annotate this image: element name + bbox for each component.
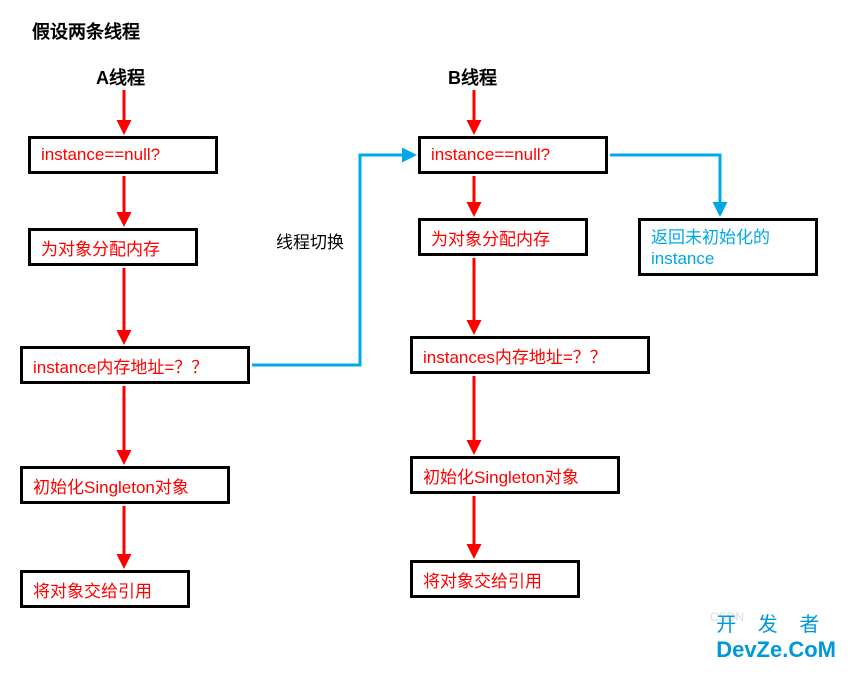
watermark-line2: DevZe.CoM	[716, 637, 836, 662]
b-node-init: 初始化Singleton对象	[410, 456, 620, 494]
watermark: 开 发 者 DevZe.CoM	[716, 614, 836, 662]
node-label: instances内存地址=？？	[423, 343, 607, 368]
watermark-line1: 开 发 者	[716, 614, 836, 637]
a-node-assign: 将对象交给引用	[20, 570, 190, 608]
node-label-line1: 返回未初始化的	[651, 227, 805, 248]
a-node-instance-null: instance==null?	[28, 136, 218, 174]
node-label: 为对象分配内存	[431, 225, 550, 250]
blue-edge-switch	[252, 155, 414, 365]
b-node-return-uninit: 返回未初始化的 instance	[638, 218, 818, 276]
a-node-alloc: 为对象分配内存	[28, 228, 198, 266]
node-label: 将对象交给引用	[33, 577, 152, 602]
b-node-alloc: 为对象分配内存	[418, 218, 588, 256]
diagram-title: 假设两条线程	[32, 18, 140, 44]
a-node-addr: instance内存地址=？？	[20, 346, 250, 384]
b-node-addr: instances内存地址=？？	[410, 336, 650, 374]
a-node-init: 初始化Singleton对象	[20, 466, 230, 504]
thread-switch-label: 线程切换	[276, 228, 344, 253]
thread-b-header: B线程	[448, 64, 497, 90]
node-label: instance==null?	[41, 145, 160, 165]
thread-a-header: A线程	[96, 64, 145, 90]
node-label: 初始化Singleton对象	[423, 463, 579, 488]
node-label: 为对象分配内存	[41, 235, 160, 260]
node-label-line2: instance	[651, 248, 805, 269]
b-node-assign: 将对象交给引用	[410, 560, 580, 598]
b-node-instance-null: instance==null?	[418, 136, 608, 174]
blue-edge-return	[610, 155, 720, 214]
node-label: instance内存地址=？？	[33, 353, 208, 378]
node-label: 将对象交给引用	[423, 567, 542, 592]
node-label: instance==null?	[431, 145, 550, 165]
node-label: 初始化Singleton对象	[33, 473, 189, 498]
